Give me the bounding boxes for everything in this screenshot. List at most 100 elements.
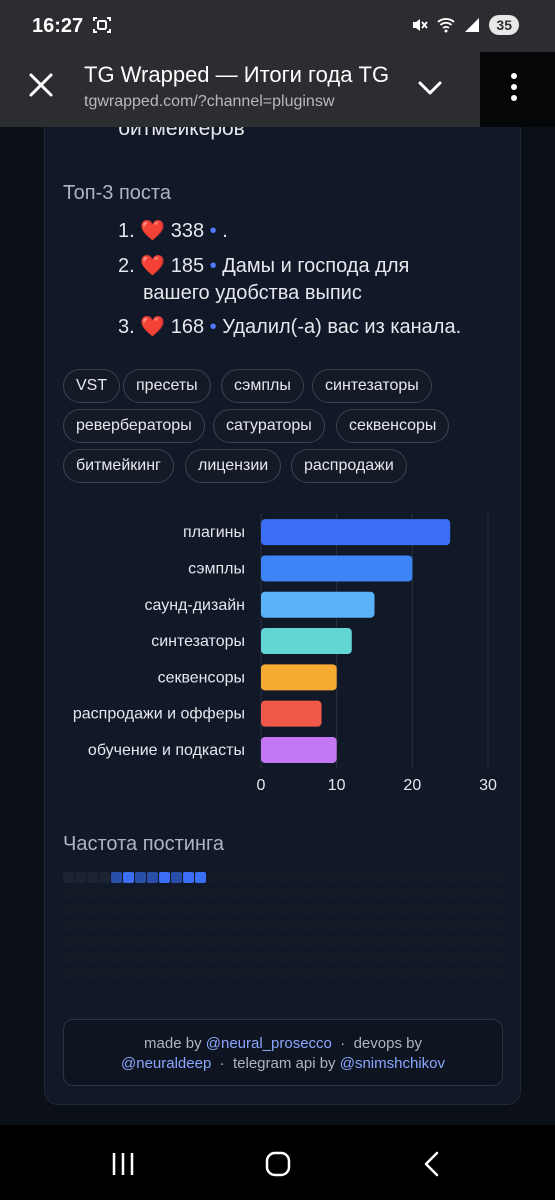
tag-chip[interactable]: пресеты xyxy=(123,369,211,403)
posting-frequency-heading: Частота постинга xyxy=(63,833,224,855)
heatmap-cell xyxy=(387,968,398,979)
heatmap-cell xyxy=(483,904,494,915)
heatmap-cell xyxy=(495,920,506,931)
tag-chip[interactable]: сэмплы xyxy=(221,369,304,403)
heatmap-cell xyxy=(375,920,386,931)
heatmap-cell xyxy=(75,920,86,931)
heatmap-cell xyxy=(423,888,434,899)
more-vert-icon[interactable] xyxy=(500,72,528,102)
heatmap-cell xyxy=(375,888,386,899)
heatmap-cell xyxy=(255,968,266,979)
heatmap-cell xyxy=(267,888,278,899)
top-post-3[interactable]: 3. ❤️ 168 • Удалил(-а) вас из канала. xyxy=(118,314,461,341)
x-tick-label: 20 xyxy=(403,777,421,794)
heatmap-cell xyxy=(243,872,254,883)
tag-chip[interactable]: битмейкинг xyxy=(63,449,174,483)
heatmap-cell xyxy=(207,968,218,979)
bar[interactable] xyxy=(261,555,413,582)
recents-icon[interactable] xyxy=(108,1149,138,1179)
heatmap-cell xyxy=(123,952,134,963)
heatmap-cell xyxy=(495,888,506,899)
status-bar: 16:27 35 xyxy=(0,0,555,52)
post-likes: 338 xyxy=(170,220,205,242)
post-number: 1. xyxy=(118,220,135,242)
heatmap-cell xyxy=(279,952,290,963)
chevron-down-icon[interactable] xyxy=(416,74,444,102)
bar[interactable] xyxy=(261,700,322,727)
heatmap-cell xyxy=(363,936,374,947)
heatmap-cell xyxy=(195,904,206,915)
heatmap-cell xyxy=(435,872,446,883)
close-icon[interactable] xyxy=(26,70,56,100)
heatmap-cell xyxy=(243,968,254,979)
heatmap-cell xyxy=(75,936,86,947)
heatmap-cell xyxy=(459,920,470,931)
heatmap-cell xyxy=(135,936,146,947)
heatmap-cell xyxy=(435,904,446,915)
heatmap-cell xyxy=(363,968,374,979)
heatmap-cell xyxy=(459,888,470,899)
devops-link[interactable]: @neuraldeep xyxy=(121,1055,212,1072)
tag-chip[interactable]: сатураторы xyxy=(213,409,325,443)
heatmap-cell xyxy=(147,920,158,931)
heatmap-cell xyxy=(231,936,242,947)
credits-footer: made by @neural_prosecco · devops by @ne… xyxy=(63,1019,503,1086)
top-posts-heading: Топ-3 поста xyxy=(63,182,171,204)
heatmap-cell xyxy=(63,936,74,947)
separator-dot: • xyxy=(209,316,217,338)
top-post-2[interactable]: 2. ❤️ 185 • Дамы и господа для xyxy=(118,253,409,280)
back-icon[interactable] xyxy=(418,1149,448,1179)
api-link[interactable]: @snimshchikov xyxy=(339,1055,445,1072)
heatmap-cell xyxy=(423,936,434,947)
heatmap-cell xyxy=(471,968,482,979)
heatmap-cell xyxy=(351,920,362,931)
heatmap-cell xyxy=(147,968,158,979)
bar[interactable] xyxy=(261,591,375,618)
heatmap-cell xyxy=(243,888,254,899)
made-by-link[interactable]: @neural_prosecco xyxy=(205,1035,332,1052)
heatmap-cell xyxy=(183,968,194,979)
tag-chip[interactable]: распродажи xyxy=(291,449,407,483)
heatmap-cell xyxy=(87,888,98,899)
tag-chip[interactable]: синтезаторы xyxy=(312,369,432,403)
category-label: сэмплы xyxy=(188,560,245,577)
x-tick-label: 30 xyxy=(479,777,497,794)
heatmap-cell xyxy=(387,888,398,899)
heatmap-cell xyxy=(195,952,206,963)
heatmap-cell xyxy=(183,952,194,963)
heatmap-cell xyxy=(159,968,170,979)
heatmap-cell xyxy=(435,952,446,963)
tag-chip[interactable]: лицензии xyxy=(185,449,282,483)
heatmap-cell xyxy=(135,968,146,979)
heatmap-cell xyxy=(63,968,74,979)
tag-chip[interactable]: ревербераторы xyxy=(63,409,205,443)
heatmap-cell xyxy=(159,904,170,915)
category-label: секвенсоры xyxy=(158,669,245,686)
bar[interactable] xyxy=(261,736,337,763)
heatmap-cell xyxy=(99,920,110,931)
heatmap-cell xyxy=(219,872,230,883)
heatmap-cell xyxy=(447,920,458,931)
bar[interactable] xyxy=(261,628,352,655)
signal-icon xyxy=(465,18,480,32)
heatmap-cell xyxy=(447,904,458,915)
page-url[interactable]: tgwrapped.com/?channel=pluginsw xyxy=(84,93,335,110)
bar[interactable] xyxy=(261,519,451,546)
tag-chip[interactable]: секвенсоры xyxy=(336,409,450,443)
heatmap-cell xyxy=(351,872,362,883)
bar[interactable] xyxy=(261,664,337,691)
heatmap-cell xyxy=(291,936,302,947)
heatmap-cell xyxy=(435,936,446,947)
heatmap-cell xyxy=(267,872,278,883)
tag-chip[interactable]: VST xyxy=(63,369,121,403)
heatmap-cell xyxy=(447,936,458,947)
heatmap-cell xyxy=(363,888,374,899)
heatmap-cell xyxy=(123,888,134,899)
separator-dot: • xyxy=(209,220,217,242)
home-icon[interactable] xyxy=(263,1149,293,1179)
heatmap-cell xyxy=(171,968,182,979)
heatmap-cell xyxy=(75,952,86,963)
top-post-1[interactable]: 1. ❤️ 338 • . xyxy=(118,218,228,245)
heatmap-cell xyxy=(111,920,122,931)
cut-off-text: битмейкеров xyxy=(118,127,245,140)
